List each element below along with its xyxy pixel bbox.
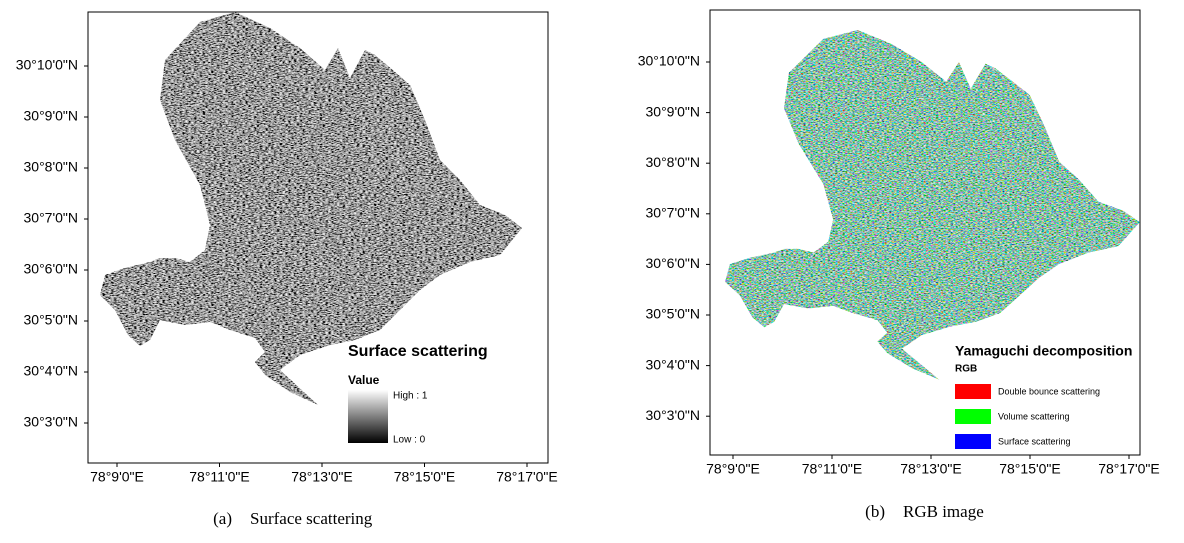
lat-label: 30°5'0"N	[24, 312, 79, 328]
legend-low: Low : 0	[393, 435, 426, 446]
legend-swatch	[955, 434, 991, 449]
lon-label: 78°9'0"E	[90, 469, 144, 485]
caption-label: (b)	[865, 502, 885, 521]
lat-label: 30°6'0"N	[24, 261, 79, 277]
caption-text: RGB image	[903, 502, 984, 521]
lon-label: 78°15'0"E	[999, 461, 1061, 477]
map-region	[725, 30, 1140, 380]
figure: 30°10'0"N 30°9'0"N 30°8'0"N 30°7'0"N 30°6'0"…	[0, 0, 1184, 538]
legend-subtitle: RGB	[955, 364, 977, 375]
lon-label: 78°11'0"E	[189, 469, 249, 485]
lon-label: 78°13'0"E	[900, 461, 962, 477]
lat-label: 30°8'0"N	[24, 159, 79, 175]
lat-label: 30°4'0"N	[24, 363, 79, 379]
legend-subtitle: Value	[348, 373, 380, 387]
legend-swatch	[955, 384, 991, 399]
lat-label: 30°6'0"N	[646, 255, 701, 271]
lat-label: 30°5'0"N	[646, 306, 701, 322]
lat-label: 30°7'0"N	[24, 210, 79, 226]
caption-label: (a)	[213, 509, 232, 528]
legend-swatch	[955, 409, 991, 424]
lat-label: 30°10'0"N	[638, 53, 700, 69]
legend-label: Double bounce scattering	[998, 386, 1100, 396]
lat-label: 30°7'0"N	[646, 205, 701, 221]
legend-label: Volume scattering	[998, 411, 1070, 421]
lon-label: 78°17'0"E	[1098, 461, 1160, 477]
legend-title: Surface scattering	[348, 343, 488, 360]
lat-label: 30°4'0"N	[646, 356, 701, 372]
page: {"panels": [ {"lat_labels": ["30°10'0\"N…	[0, 0, 1184, 543]
lat-label: 30°9'0"N	[646, 103, 701, 119]
legend-label: Surface scattering	[998, 436, 1071, 446]
lon-label: 78°9'0"E	[706, 461, 760, 477]
lat-label: 30°8'0"N	[646, 154, 701, 170]
legend-ramp	[348, 390, 388, 443]
lon-label: 78°15'0"E	[394, 469, 456, 485]
legend-title: Yamaguchi decomposition	[955, 343, 1132, 359]
lat-label: 30°3'0"N	[24, 414, 79, 430]
caption-text: Surface scattering	[250, 509, 373, 528]
lat-label: 30°9'0"N	[24, 108, 79, 124]
lon-label: 78°13'0"E	[291, 469, 353, 485]
legend-high: High : 1	[393, 391, 428, 402]
lon-label: 78°17'0"E	[496, 469, 558, 485]
lat-label: 30°10'0"N	[16, 57, 78, 73]
lat-label: 30°3'0"N	[646, 407, 701, 423]
lon-label: 78°11'0"E	[802, 461, 862, 477]
